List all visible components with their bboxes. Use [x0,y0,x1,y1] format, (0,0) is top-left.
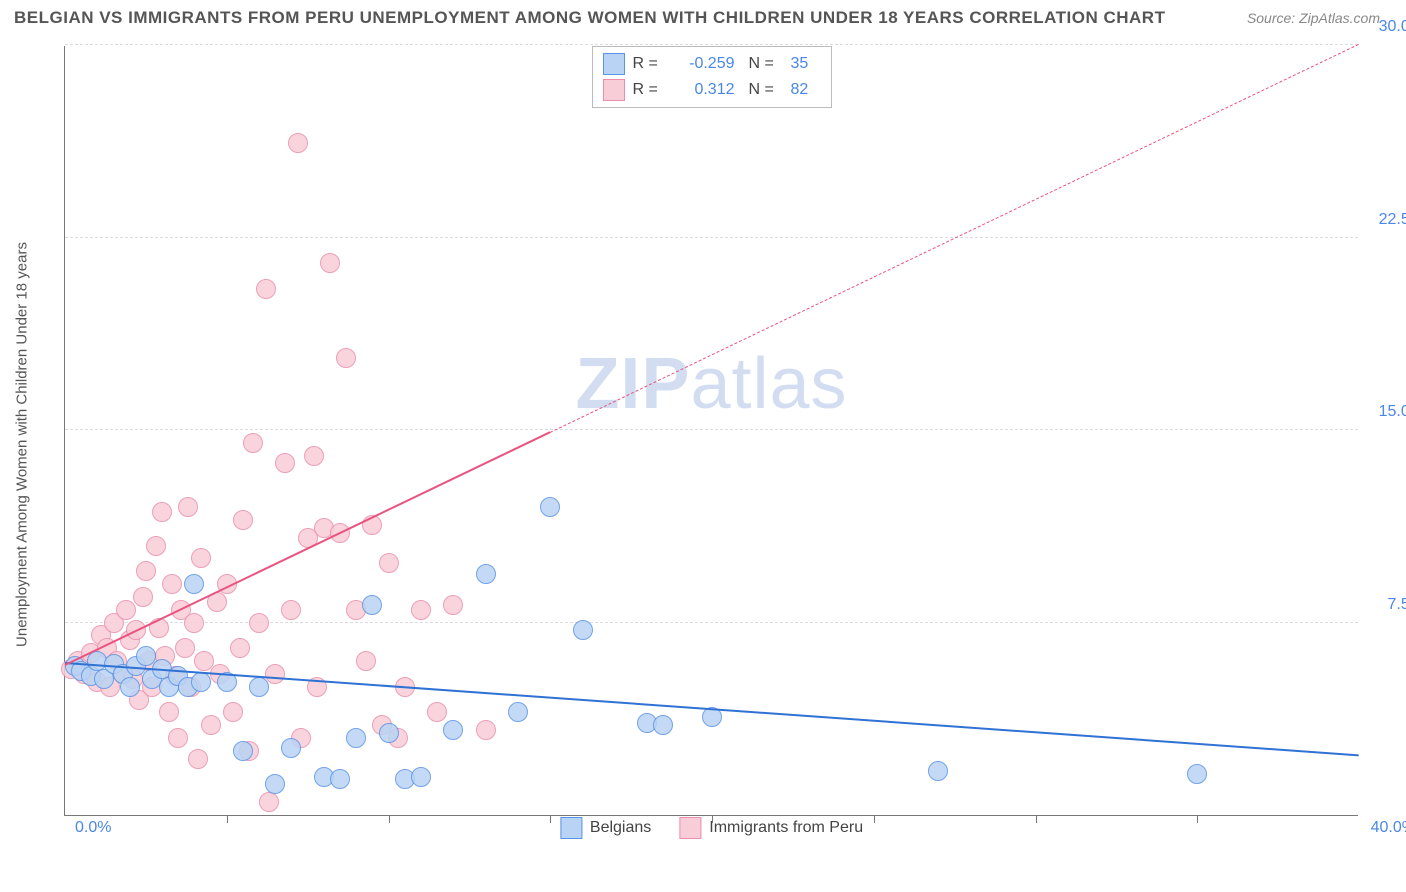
data-point [379,723,399,743]
data-point [288,133,308,153]
legend-label: Belgians [590,819,651,837]
chart-area: Unemployment Among Women with Children U… [50,46,1378,826]
y-tick-label: 15.0% [1379,403,1406,421]
y-tick-label: 7.5% [1388,596,1406,614]
data-point [175,638,195,658]
legend-swatch [603,53,625,75]
data-point [184,613,204,633]
data-point [146,536,166,556]
data-point [304,446,324,466]
x-tick [712,815,713,823]
data-point [281,738,301,758]
data-point [330,769,350,789]
data-point [362,595,382,615]
data-point [281,600,301,620]
legend-swatch [560,817,582,839]
data-point [191,672,211,692]
data-point [928,761,948,781]
data-point [159,702,179,722]
scatter-plot: ZIPatlas R =-0.259N =35R =0.312N =82 0.0… [64,46,1358,816]
data-point [259,792,279,812]
x-tick [1197,815,1198,823]
data-point [230,638,250,658]
data-point [411,600,431,620]
r-value: -0.259 [675,55,735,73]
data-point [188,749,208,769]
y-tick-label: 22.5% [1379,211,1406,229]
legend-item: Belgians [560,817,651,839]
data-point [443,595,463,615]
data-point [178,497,198,517]
grid-line [65,44,1358,45]
data-point [443,720,463,740]
x-tick [874,815,875,823]
data-point [540,497,560,517]
trend-line [65,662,1359,756]
x-tick [1036,815,1037,823]
data-point [116,600,136,620]
legend-row: R = 0.312 N = 82 [603,77,821,103]
grid-line [65,429,1358,430]
legend-swatch [679,817,701,839]
data-point [233,510,253,530]
data-point [201,715,221,735]
data-point [233,741,253,761]
x-tick [550,815,551,823]
data-point [653,715,673,735]
data-point [168,728,188,748]
data-point [249,677,269,697]
x-tick [389,815,390,823]
data-point [356,651,376,671]
trend-line [65,431,551,666]
x-origin-label: 0.0% [75,819,111,837]
data-point [265,774,285,794]
data-point [243,433,263,453]
r-label: R = [633,81,667,99]
data-point [427,702,447,722]
data-point [191,548,211,568]
n-label: N = [749,81,783,99]
data-point [152,502,172,522]
n-value: 82 [791,81,821,99]
legend-item: Immigrants from Peru [679,817,863,839]
data-point [136,561,156,581]
r-label: R = [633,55,667,73]
y-axis-label: Unemployment Among Women with Children U… [14,242,31,647]
source-label: Source: ZipAtlas.com [1247,10,1380,26]
data-point [346,728,366,748]
data-point [508,702,528,722]
grid-line [65,237,1358,238]
r-value: 0.312 [675,81,735,99]
data-point [223,702,243,722]
data-point [476,720,496,740]
correlation-legend: R = -0.259 N = 35 R = 0.312 N = 82 [592,46,832,108]
data-point [162,574,182,594]
n-label: N = [749,55,783,73]
data-point [379,553,399,573]
data-point [133,587,153,607]
data-point [184,574,204,594]
legend-swatch [603,79,625,101]
data-point [476,564,496,584]
data-point [265,664,285,684]
data-point [120,677,140,697]
data-point [411,767,431,787]
watermark: ZIPatlas [575,343,847,425]
data-point [256,279,276,299]
data-point [1187,764,1207,784]
data-point [249,613,269,633]
data-point [320,253,340,273]
data-point [275,453,295,473]
legend-label: Immigrants from Peru [709,819,863,837]
data-point [573,620,593,640]
y-tick-label: 30.0% [1379,18,1406,36]
chart-title: BELGIAN VS IMMIGRANTS FROM PERU UNEMPLOY… [14,8,1165,28]
data-point [336,348,356,368]
legend-row: R = -0.259 N = 35 [603,51,821,77]
n-value: 35 [791,55,821,73]
x-end-label: 40.0% [1371,819,1406,837]
x-tick [227,815,228,823]
